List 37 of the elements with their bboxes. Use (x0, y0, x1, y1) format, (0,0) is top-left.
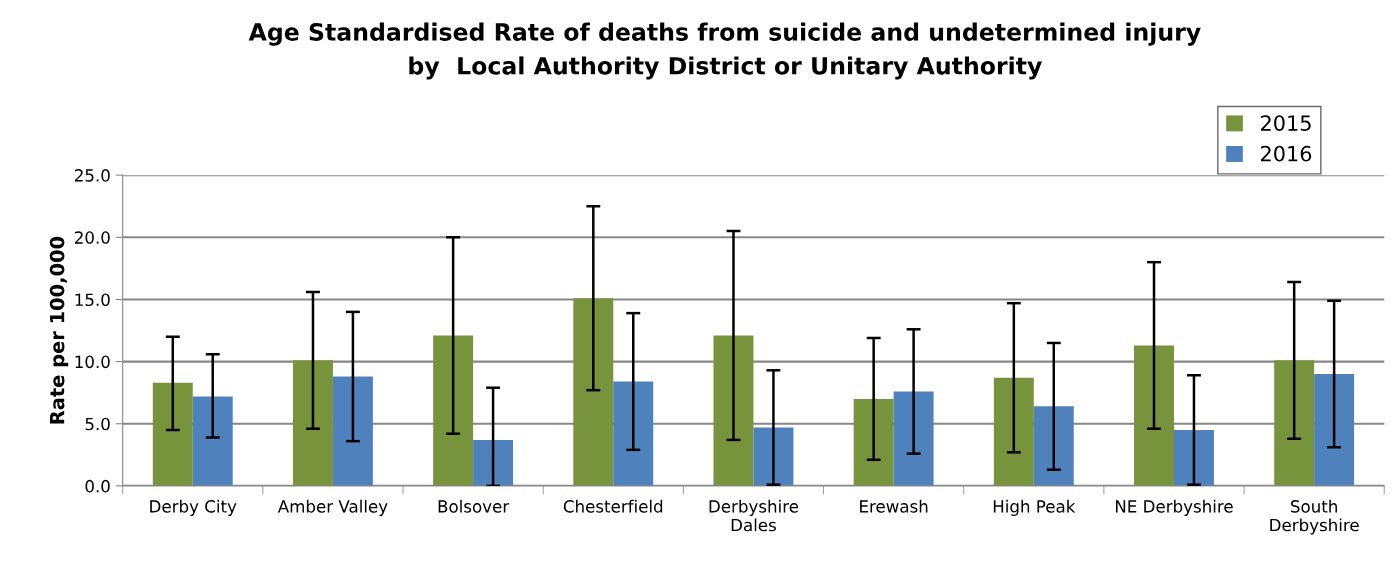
chart-title: Age Standardised Rate of deaths from suicide and undetermined injury by Local Authority District or Unitary Authority (248, 22, 1201, 80)
x-tick-label: High Peak (993, 499, 1076, 516)
bar (473, 439, 514, 486)
y-tick-label: 20.0 (74, 231, 110, 244)
bar (993, 377, 1034, 486)
x-tick-label: Erewash (860, 499, 928, 513)
x-tick-label: Derbyshire Dales (709, 499, 799, 532)
bar (332, 376, 373, 486)
x-tick-label: NE Derbyshire (1115, 499, 1233, 516)
bar (152, 382, 193, 486)
y-axis-title: Rate per 100,000 (49, 236, 69, 424)
bar (292, 360, 333, 486)
y-tick-label: 15.0 (75, 293, 110, 307)
bar (1274, 360, 1315, 486)
x-tick-label: South Derbyshire (1270, 499, 1359, 535)
bar (613, 381, 654, 486)
y-tick-label: 5.0 (85, 417, 110, 431)
x-tick-label: Amber Valley (277, 499, 388, 516)
legend-label: 2015 (1261, 115, 1311, 131)
bar (1033, 406, 1074, 486)
bar (192, 396, 233, 486)
bar (753, 427, 794, 486)
bar (1314, 374, 1355, 486)
bar (573, 298, 614, 486)
bar (433, 335, 474, 486)
y-tick-label: 0.0 (85, 479, 110, 493)
bar (1134, 345, 1174, 486)
y-tick-label: 10.0 (75, 355, 110, 369)
x-tick-label: Derby City (150, 499, 237, 516)
y-tick-label: 25.0 (74, 169, 110, 182)
legend-label: 2016 (1261, 145, 1312, 162)
bar (713, 335, 754, 486)
x-tick-label: Chesterfield (563, 499, 663, 513)
bar (853, 398, 894, 486)
bar (893, 391, 934, 486)
bar (1173, 429, 1214, 486)
x-tick-label: Bolsover (438, 499, 510, 513)
